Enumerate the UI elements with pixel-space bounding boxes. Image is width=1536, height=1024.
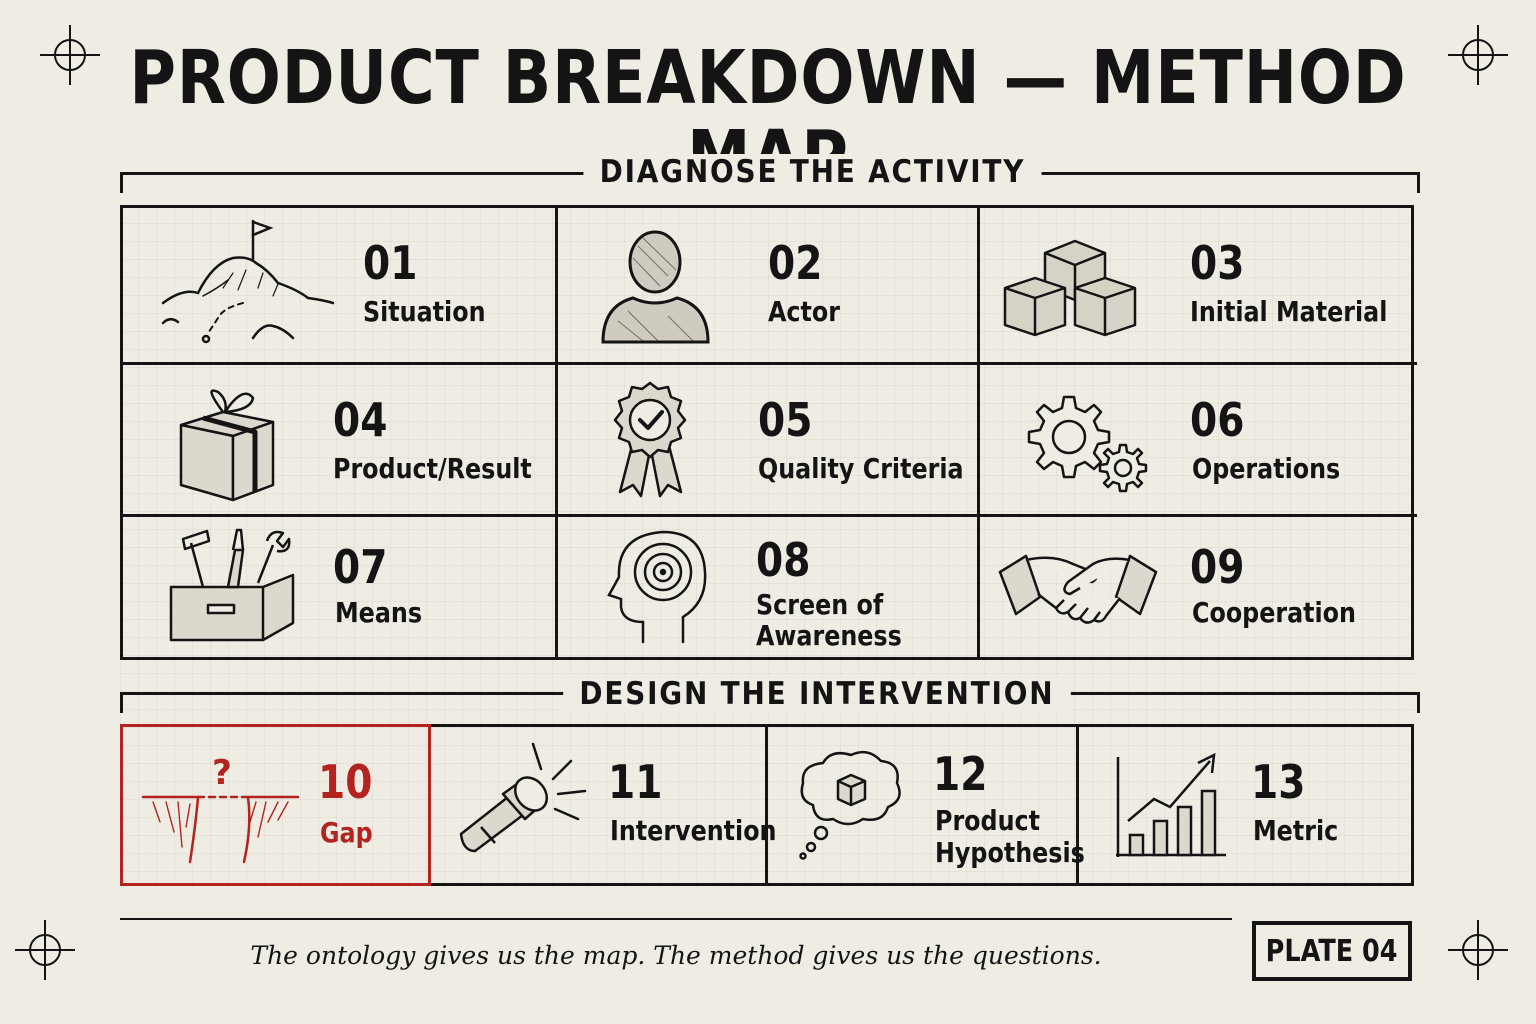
item-label: Situation [363, 295, 486, 328]
crosshair-icon [40, 25, 100, 85]
flashlight-icon [459, 742, 587, 853]
head-target-icon [607, 530, 707, 644]
design-grid: 11 Intervention 12 Product Hypothesis [120, 724, 1414, 886]
item-number: 08 [756, 533, 811, 587]
diagnose-cell-cooperation: 09 Cooperation [980, 517, 1417, 657]
thought-bubble-cube-icon [799, 750, 901, 860]
item-label: Intervention [610, 814, 777, 847]
diagnose-cell-initial-material: 03 Initial Material [980, 208, 1417, 365]
design-cell-product-hypothesis: 12 Product Hypothesis [768, 727, 1085, 883]
item-number: 05 [758, 393, 813, 447]
toolbox-icon [169, 528, 295, 642]
crosshair-icon [1448, 920, 1508, 980]
diagnose-cell-actor: 02 Actor [558, 208, 980, 365]
item-number: 06 [1190, 393, 1245, 447]
diagnose-grid: 01 Situation 02 Actor 03 [120, 205, 1417, 660]
footer-divider [120, 918, 1232, 920]
gift-box-icon [179, 389, 275, 502]
item-label: Operations [1192, 452, 1341, 485]
bar-chart-arrow-icon [1116, 752, 1226, 857]
item-number: 07 [333, 540, 388, 594]
item-number: 02 [768, 236, 823, 290]
section-title-diagnose: DIAGNOSE THE ACTIVITY [583, 154, 1042, 190]
item-label-line2: Hypothesis [935, 836, 1085, 869]
crosshair-icon [1448, 25, 1508, 85]
item-label: Cooperation [1192, 596, 1356, 629]
item-label: Actor [768, 295, 840, 328]
plate-label: PLATE 04 [1266, 933, 1398, 969]
section-title-design: DESIGN THE INTERVENTION [563, 676, 1071, 712]
item-label: Product/Result [333, 452, 532, 485]
footer-quote: The ontology gives us the map. The metho… [250, 941, 1102, 970]
item-label: Initial Material [1190, 295, 1388, 328]
cliff-gap-icon: ? [141, 753, 300, 864]
design-cell-metric: 13 Metric [1079, 727, 1411, 883]
item-label: Gap [320, 816, 373, 849]
plate-badge: PLATE 04 [1252, 921, 1412, 981]
crosshair-icon [15, 920, 75, 980]
diagnose-cell-product-result: 04 Product/Result [123, 365, 558, 517]
item-number: 01 [363, 236, 418, 290]
item-label: Metric [1253, 814, 1339, 847]
award-ribbon-icon [613, 381, 687, 498]
item-label: Means [335, 596, 423, 629]
item-number: 12 [933, 747, 988, 801]
person-bust-icon [601, 230, 710, 344]
item-label-line1: Product [935, 804, 1041, 837]
diagnose-cell-operations: 06 Operations [980, 365, 1417, 517]
item-number: 04 [333, 393, 388, 447]
item-label-line2: Awareness [756, 619, 902, 652]
mountain-flag-icon [161, 219, 335, 344]
item-number: 11 [608, 755, 663, 809]
diagnose-cell-screen-of-awareness: 08 Screen of Awareness [558, 517, 980, 657]
cubes-icon [1003, 239, 1137, 337]
item-label-line1: Screen of [756, 588, 884, 621]
gears-icon [1027, 395, 1148, 493]
diagnose-cell-situation: 01 Situation [123, 208, 558, 365]
item-number: 13 [1251, 755, 1306, 809]
design-cell-gap: ? 10 Gap [120, 724, 431, 886]
diagnose-cell-quality-criteria: 05 Quality Criteria [558, 365, 980, 517]
gap-question-mark: ? [212, 753, 232, 793]
item-number: 10 [318, 755, 373, 809]
item-number: 09 [1190, 540, 1245, 594]
design-cell-intervention: 11 Intervention [433, 727, 776, 883]
item-number: 03 [1190, 236, 1245, 290]
handshake-icon [998, 554, 1158, 624]
diagnose-cell-means: 07 Means [123, 517, 558, 657]
item-label: Quality Criteria [758, 452, 964, 485]
